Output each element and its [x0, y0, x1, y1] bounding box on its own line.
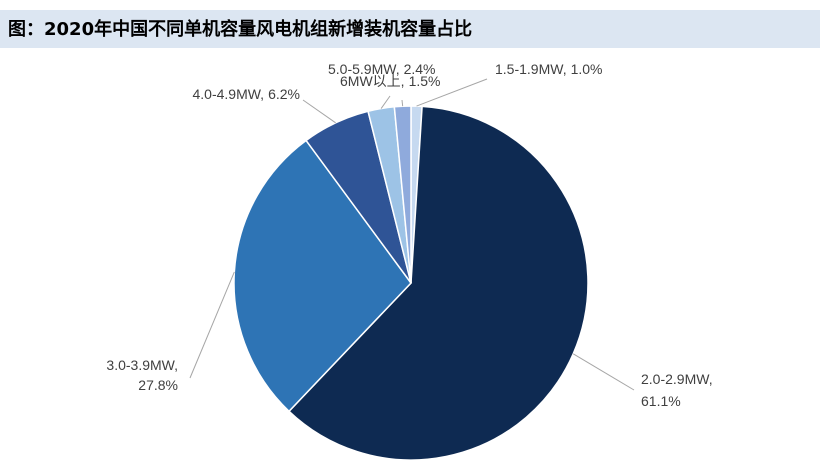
value-label: 61.1% [641, 393, 681, 409]
value-label: 1.5% [409, 73, 441, 89]
data-label: 6MW以上, 1.5% [340, 73, 440, 89]
category-label: 5.0-5.9MW, [328, 61, 400, 77]
leader-line [572, 353, 635, 391]
leader-line [380, 95, 391, 109]
pie-slice [287, 105, 589, 461]
category-label: 6MW以上, [340, 73, 405, 89]
data-label: 4.0-4.9MW, 6.2% [192, 86, 300, 102]
category-label: 3.0-3.9MW, [106, 357, 178, 373]
leader-line [189, 271, 235, 379]
category-label: 2.0-2.9MW, [641, 371, 713, 387]
category-label: 1.5-1.9MW, [495, 61, 567, 77]
data-label: 2.0-2.9MW, 61.1% [641, 371, 713, 409]
value-label: 1.0% [571, 61, 603, 77]
pie-slice [393, 105, 412, 284]
data-label: 5.0-5.9MW, 2.4% [328, 61, 436, 77]
chart-title: 图：2020年中国不同单机容量风电机组新增装机容量占比 [8, 18, 472, 40]
data-label: 3.0-3.9MW, 27.8% [106, 357, 178, 393]
leader-line [401, 99, 404, 107]
value-label: 6.2% [268, 86, 300, 102]
leader-line [302, 99, 336, 124]
data-label: 1.5-1.9MW, 1.0% [495, 61, 603, 77]
category-label: 4.0-4.9MW, [192, 86, 264, 102]
title-bar [0, 10, 820, 48]
value-label: 27.8% [138, 377, 178, 393]
leader-line [416, 78, 488, 107]
value-label: 2.4% [404, 61, 436, 77]
